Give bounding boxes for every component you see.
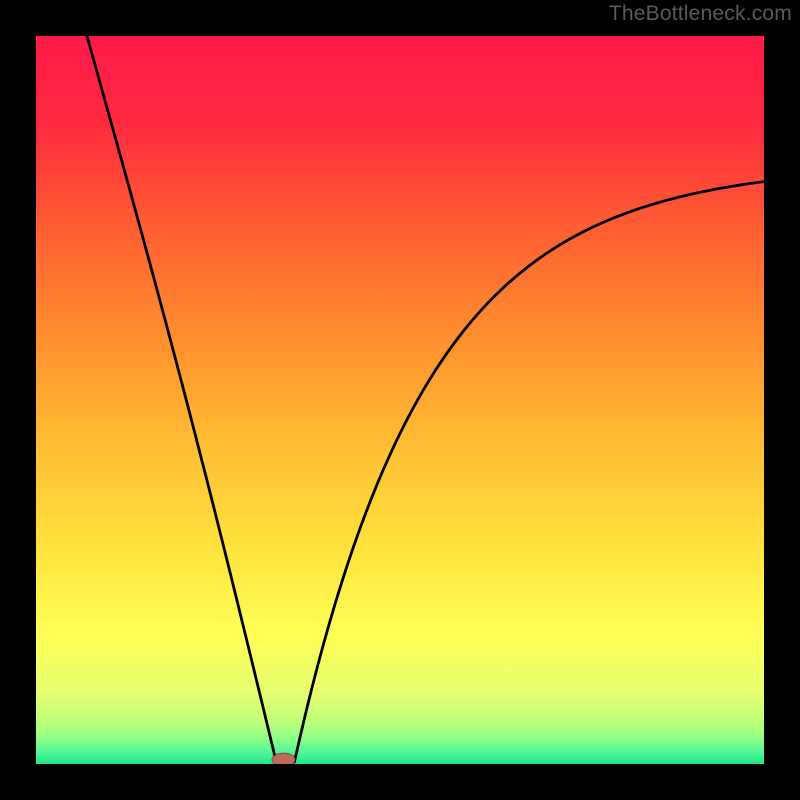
bottleneck-chart: TheBottleneck.com — [0, 0, 800, 800]
chart-svg — [0, 0, 800, 800]
watermark-text: TheBottleneck.com — [609, 2, 792, 26]
